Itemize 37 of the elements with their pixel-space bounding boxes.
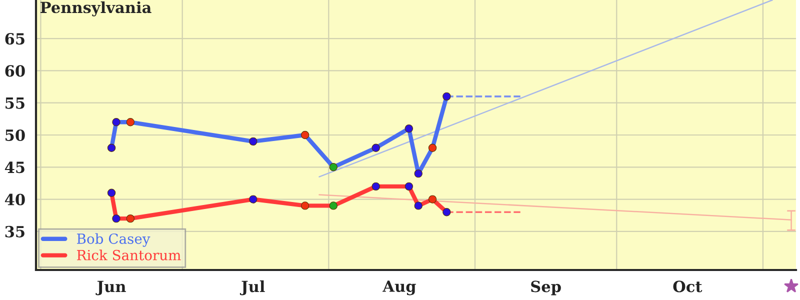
point — [372, 182, 380, 191]
legend-label: Bob Casey — [77, 233, 150, 247]
point — [428, 144, 437, 152]
y-tick-label: 45 — [4, 162, 24, 174]
point — [404, 124, 414, 133]
point — [126, 118, 135, 126]
x-tick-label: Jul — [240, 280, 265, 296]
x-tick-label: Oct — [673, 280, 702, 292]
point — [414, 169, 422, 178]
point — [112, 118, 120, 126]
point — [107, 188, 116, 197]
point — [300, 130, 310, 140]
y-tick-label: 50 — [6, 129, 25, 142]
y-tick-label: 65 — [5, 33, 24, 45]
chart-title: Pennsylvania — [40, 1, 152, 16]
point — [404, 182, 414, 191]
x-tick-label: Jun — [96, 280, 126, 296]
point — [414, 202, 422, 210]
point — [428, 195, 437, 204]
y-tick-label: 60 — [5, 65, 25, 77]
point — [442, 92, 451, 101]
x-tick-label: Sep — [531, 280, 561, 296]
point — [300, 202, 310, 210]
point — [329, 163, 338, 172]
y-tick-label: 35 — [5, 226, 24, 238]
point — [126, 214, 135, 223]
point — [249, 195, 258, 204]
point — [107, 144, 116, 152]
y-tick-label: 40 — [4, 194, 25, 206]
point — [372, 144, 380, 152]
point — [329, 202, 338, 210]
legend-label: Rick Santorum — [77, 250, 181, 260]
point — [112, 214, 120, 223]
x-tick-label: Aug — [382, 280, 416, 296]
point — [442, 208, 451, 216]
y-tick-label: 55 — [6, 98, 24, 109]
point — [249, 137, 258, 146]
